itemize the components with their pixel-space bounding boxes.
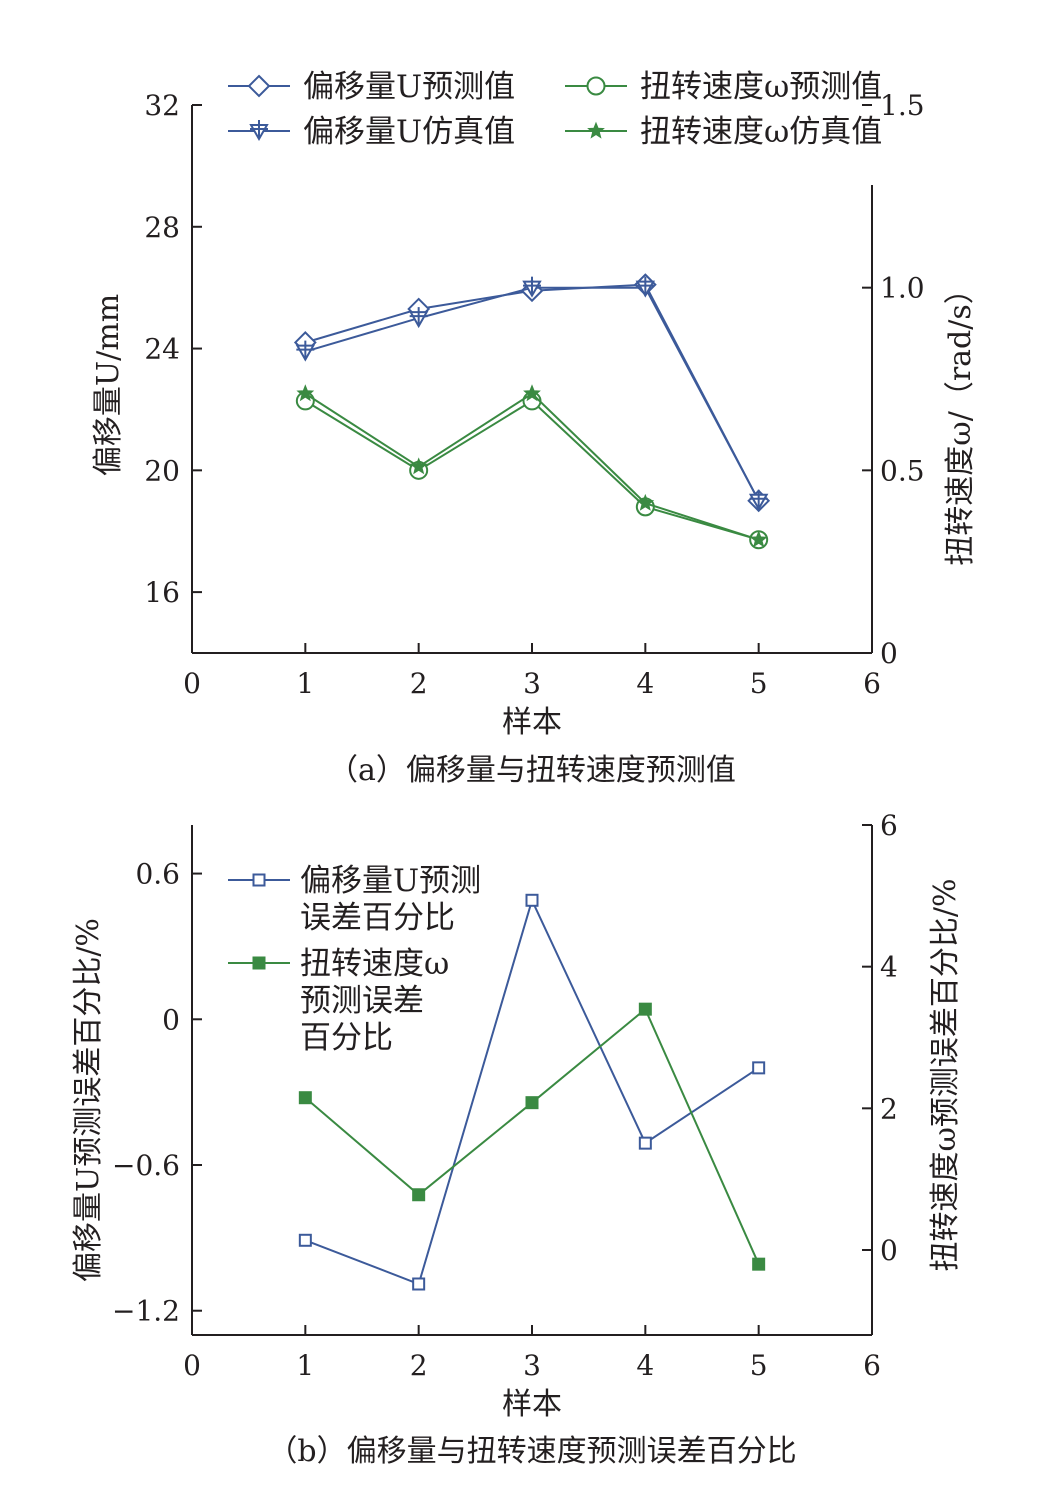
chart-b-x-tick-label: 3 xyxy=(523,1349,541,1382)
chart-a-left-tick-label: 28 xyxy=(144,211,180,244)
chart-a-series-2-point xyxy=(408,307,429,329)
chart-a-series-2-point xyxy=(748,489,769,511)
chart-b-left-tick-label: 0 xyxy=(162,1003,180,1036)
chart-a: 0 1 2 3 4 5 6 16 20 24 28 32 0 0.5 1.0 1.5 样本 偏移量U/mm 扭… xyxy=(91,69,978,788)
chart-b-legend-swatch-marker xyxy=(252,873,266,887)
chart-b-series-1-point xyxy=(412,1277,426,1291)
chart-b-left-axis-label: 偏移量U预测误差百分比/% xyxy=(71,918,106,1282)
chart-a-x-tick-label: 2 xyxy=(410,667,428,700)
chart-b-caption: （b）偏移量与扭转速度预测误差百分比 xyxy=(267,1434,796,1469)
chart-b-series-1-point xyxy=(298,1233,312,1247)
chart-a-legend-label: 扭转速度ω预测值 xyxy=(640,69,882,105)
chart-b-series-2-point xyxy=(525,1096,539,1110)
chart-a-series-4-point xyxy=(749,530,768,548)
chart-a-legend-item: 偏移量U仿真值 xyxy=(228,114,515,150)
chart-a-series-3-line xyxy=(304,399,759,541)
chart-a-right-tick-label: 0.5 xyxy=(880,454,925,487)
chart-a-x-axis-label: 样本 xyxy=(502,705,562,740)
chart-a-x-tick-label: 4 xyxy=(636,667,654,700)
chart-b-left-tick-label: −0.6 xyxy=(112,1149,180,1182)
chart-b-x-tick-label: 1 xyxy=(296,1349,314,1382)
chart-a-series-4-point xyxy=(523,384,541,402)
chart-a-series-4-point xyxy=(409,457,428,475)
chart-b-axes: 0 1 2 3 4 5 6 −1.2 −0.6 0 0.6 0 2 4 6 xyxy=(112,809,898,1382)
chart-b-right-axis-label: 扭转速度ω预测误差百分比/% xyxy=(928,878,963,1271)
chart-a-x-tick-label: 5 xyxy=(750,667,768,700)
chart-a-left-axis-label: 偏移量U/mm xyxy=(91,294,126,476)
chart-b-right-tick-label: 0 xyxy=(880,1234,898,1267)
chart-b-x-tick-label: 6 xyxy=(863,1349,881,1382)
chart-b-left-tick-label: 0.6 xyxy=(135,858,180,891)
chart-b-left-tick-label: −1.2 xyxy=(112,1295,180,1328)
chart-a-series-4 xyxy=(296,384,768,548)
chart-b-series-1-point xyxy=(525,893,539,907)
chart-a-legend-swatch-marker xyxy=(249,120,269,142)
chart-a-series-2-point xyxy=(295,340,316,362)
chart-a-left-tick-label: 32 xyxy=(144,89,180,122)
chart-b-series-1-point xyxy=(638,1136,652,1150)
chart-a-right-tick-label: 1.0 xyxy=(880,272,925,305)
chart-a-series-2-point xyxy=(635,276,656,298)
chart-a-x-tick-label: 1 xyxy=(296,667,314,700)
chart-a-legend-item: 扭转速度ω预测值 xyxy=(565,69,882,105)
chart-b-right-tick-label: 4 xyxy=(880,951,898,984)
chart-b-x-tick-label: 5 xyxy=(750,1349,768,1382)
chart-a-series-2-point xyxy=(522,276,542,298)
chart-b-legend-item: 偏移量U预测误差百分比 xyxy=(228,863,481,936)
chart-b-x-tick-label: 2 xyxy=(410,1349,428,1382)
chart-a-caption: （a）偏移量与扭转速度预测值 xyxy=(328,753,736,788)
chart-a-left-tick-label: 20 xyxy=(144,454,180,487)
chart-b-legend-label: 偏移量U预测 xyxy=(300,863,481,899)
chart-b-series-2-point xyxy=(298,1091,312,1105)
chart-a-x-tick-label: 3 xyxy=(523,667,541,700)
chart-a-legend-swatch-marker xyxy=(586,76,606,96)
chart-b-legend-label: 百分比 xyxy=(300,1020,393,1056)
chart-a-legend-swatch-marker xyxy=(587,121,605,139)
chart-b-x-tick-label: 4 xyxy=(636,1349,654,1382)
chart-a-right-axis-label: 扭转速度ω/（rad/s） xyxy=(943,274,978,566)
chart-a-series-4-point xyxy=(636,493,655,511)
chart-a-legend-item: 偏移量U预测值 xyxy=(228,69,515,105)
chart-b-series-1-point xyxy=(752,1061,766,1075)
chart-b-legend-label: 误差百分比 xyxy=(300,900,455,936)
chart-b-x-axis-label: 样本 xyxy=(502,1387,562,1422)
chart-b-legend-item: 扭转速度ω预测误差百分比 xyxy=(228,946,449,1056)
chart-a-series-4-point xyxy=(296,384,315,402)
chart-b: 0 1 2 3 4 5 6 −1.2 −0.6 0 0.6 0 2 4 6 样本 偏移量U预测误差百分比/%… xyxy=(71,809,963,1469)
chart-b-legend-label: 扭转速度ω xyxy=(300,946,449,982)
chart-a-x-tick-label: 6 xyxy=(863,667,881,700)
chart-a-legend-label: 偏移量U仿真值 xyxy=(303,114,515,150)
chart-a-left-tick-label: 24 xyxy=(144,333,180,366)
chart-a-legend-item: 扭转速度ω仿真值 xyxy=(565,114,882,150)
chart-a-legend-label: 偏移量U预测值 xyxy=(303,69,515,105)
chart-a-x-tick-label: 0 xyxy=(183,667,201,700)
chart-a-legend-swatch-marker xyxy=(247,74,271,98)
chart-b-x-tick-label: 0 xyxy=(183,1349,201,1382)
chart-b-legend-swatch-marker xyxy=(252,956,266,970)
chart-a-series-4-line xyxy=(304,392,760,541)
chart-a-legend-label: 扭转速度ω仿真值 xyxy=(640,114,882,150)
chart-b-series-1 xyxy=(298,893,766,1291)
chart-a-axes: 0 1 2 3 4 5 6 16 20 24 28 32 0 0.5 1.0 1.5 xyxy=(144,89,924,700)
chart-b-series-2-point xyxy=(412,1188,426,1202)
chart-b-series-2-point xyxy=(752,1257,766,1271)
chart-b-series-2 xyxy=(298,1002,766,1271)
chart-b-right-tick-label: 6 xyxy=(880,809,898,842)
chart-a-right-tick-label: 1.5 xyxy=(880,89,925,122)
chart-b-legend-label: 预测误差 xyxy=(300,983,424,1019)
chart-a-right-tick-label: 0 xyxy=(880,637,898,670)
chart-b-series-2-point xyxy=(638,1002,652,1016)
chart-a-series-2 xyxy=(295,276,769,511)
chart-b-right-tick-label: 2 xyxy=(880,1092,898,1125)
chart-a-series-3 xyxy=(295,391,769,550)
chart-a-left-tick-label: 16 xyxy=(144,576,180,609)
